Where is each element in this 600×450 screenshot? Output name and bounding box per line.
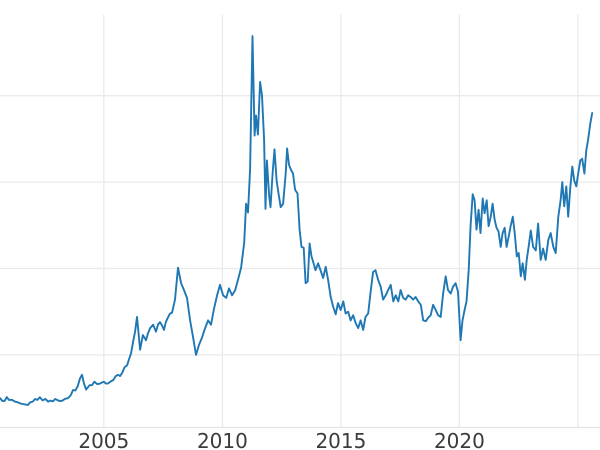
x-tick-label: 2005 bbox=[78, 429, 129, 450]
price-line bbox=[0, 35, 594, 406]
x-tick-label: 2010 bbox=[197, 429, 248, 450]
x-tick-label: 2015 bbox=[315, 429, 366, 450]
x-tick-label: 2020 bbox=[434, 429, 485, 450]
